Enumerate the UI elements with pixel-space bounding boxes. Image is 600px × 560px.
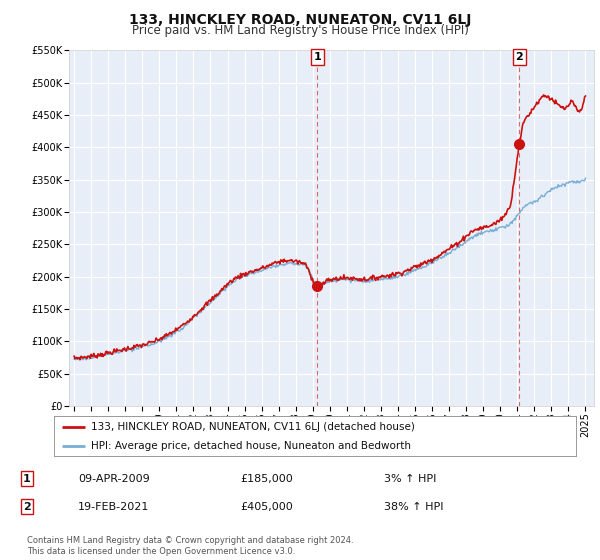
Text: Price paid vs. HM Land Registry's House Price Index (HPI): Price paid vs. HM Land Registry's House … — [131, 24, 469, 37]
Text: 133, HINCKLEY ROAD, NUNEATON, CV11 6LJ: 133, HINCKLEY ROAD, NUNEATON, CV11 6LJ — [129, 13, 471, 27]
Text: 1: 1 — [23, 474, 31, 484]
Text: £185,000: £185,000 — [240, 474, 293, 484]
Text: 38% ↑ HPI: 38% ↑ HPI — [384, 502, 443, 512]
Text: Contains HM Land Registry data © Crown copyright and database right 2024.
This d: Contains HM Land Registry data © Crown c… — [27, 536, 353, 556]
Text: 2: 2 — [23, 502, 31, 512]
Text: £405,000: £405,000 — [240, 502, 293, 512]
Text: 1: 1 — [313, 52, 321, 62]
Text: 19-FEB-2021: 19-FEB-2021 — [78, 502, 149, 512]
Text: 09-APR-2009: 09-APR-2009 — [78, 474, 150, 484]
Text: 133, HINCKLEY ROAD, NUNEATON, CV11 6LJ (detached house): 133, HINCKLEY ROAD, NUNEATON, CV11 6LJ (… — [91, 422, 415, 432]
Text: 2: 2 — [515, 52, 523, 62]
Text: 3% ↑ HPI: 3% ↑ HPI — [384, 474, 436, 484]
Text: HPI: Average price, detached house, Nuneaton and Bedworth: HPI: Average price, detached house, Nune… — [91, 441, 410, 451]
